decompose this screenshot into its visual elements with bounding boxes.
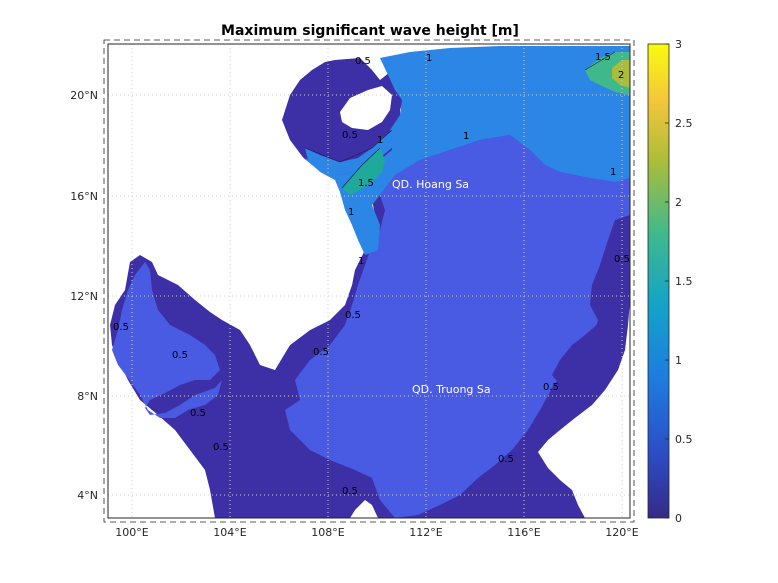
wave-zone-gulf <box>112 262 222 418</box>
contour-label: 0.5 <box>543 382 559 393</box>
contour-label: 0.5 <box>342 130 358 141</box>
palawan-land <box>552 310 620 385</box>
place-label-hoang-sa: QD. Hoang Sa <box>392 178 469 191</box>
wave-zone-tonkin <box>305 130 395 175</box>
contour-label: 0.5 <box>113 322 129 333</box>
borneo-land <box>538 300 630 518</box>
map-grid <box>108 44 630 518</box>
lon-tick-label: 120°E <box>605 526 638 539</box>
map-border-ticks <box>103 39 635 523</box>
wave-zone-high <box>305 46 630 255</box>
colorbar-tick-label: 2 <box>675 196 682 209</box>
wave-zone-mid <box>285 135 630 518</box>
contour-label: 0.5 <box>498 454 514 465</box>
contour-label: 1 <box>426 53 432 64</box>
hainan-island <box>340 86 392 130</box>
wave-zone-peak-luzon-core <box>612 60 630 88</box>
lat-tick-label: 4°N <box>77 489 98 502</box>
map-plot-area <box>108 44 630 518</box>
contour-label: 1 <box>358 256 364 267</box>
contour-label: 0.5 <box>313 347 329 358</box>
vietnam-coast <box>108 44 355 368</box>
map-frame <box>107 43 631 519</box>
contour-label: 1 <box>348 207 354 218</box>
contour-label: 1 <box>610 167 616 178</box>
lon-tick-label: 112°E <box>409 526 442 539</box>
contour-label: 1.5 <box>595 52 611 63</box>
place-label-truong-sa: QD. Truong Sa <box>412 383 491 396</box>
contour-label: 0.5 <box>213 442 229 453</box>
contour-label: 2 <box>618 70 624 81</box>
colorbar-tick-label: 1 <box>675 354 682 367</box>
wave-zone-peak-center <box>342 148 385 195</box>
colorbar-tick-label: 1.5 <box>675 275 693 288</box>
lon-tick-label: 104°E <box>213 526 246 539</box>
contour-label: 1 <box>463 131 469 142</box>
contour-label: 1 <box>377 135 383 146</box>
lat-tick-label: 12°N <box>70 290 98 303</box>
contour-label: 0.5 <box>345 310 361 321</box>
lat-tick-label: 8°N <box>77 390 98 403</box>
colorbar-tick-label: 0 <box>675 512 682 525</box>
lon-tick-label: 100°E <box>115 526 148 539</box>
lon-tick-label: 116°E <box>507 526 540 539</box>
lat-tick-label: 20°N <box>70 89 98 102</box>
lat-tick-label: 16°N <box>70 190 98 203</box>
contour-label: 0.5 <box>342 486 358 497</box>
contour-label: 0.5 <box>190 408 206 419</box>
map-title: Maximum significant wave height [m] <box>221 23 519 39</box>
lon-tick-label: 108°E <box>311 526 344 539</box>
colorbar-tick-label: 2.5 <box>675 117 693 130</box>
colorbar-tick-label: 0.5 <box>675 433 693 446</box>
contour-label: 0.5 <box>355 56 371 67</box>
contour-label: 0.5 <box>172 350 188 361</box>
contour-label: 1.5 <box>358 178 374 189</box>
contour-label: 0.5 <box>614 254 630 265</box>
colorbar-ticks <box>665 43 669 519</box>
colorbar-tick-label: 3 <box>675 38 682 51</box>
contour-lines <box>304 51 616 189</box>
